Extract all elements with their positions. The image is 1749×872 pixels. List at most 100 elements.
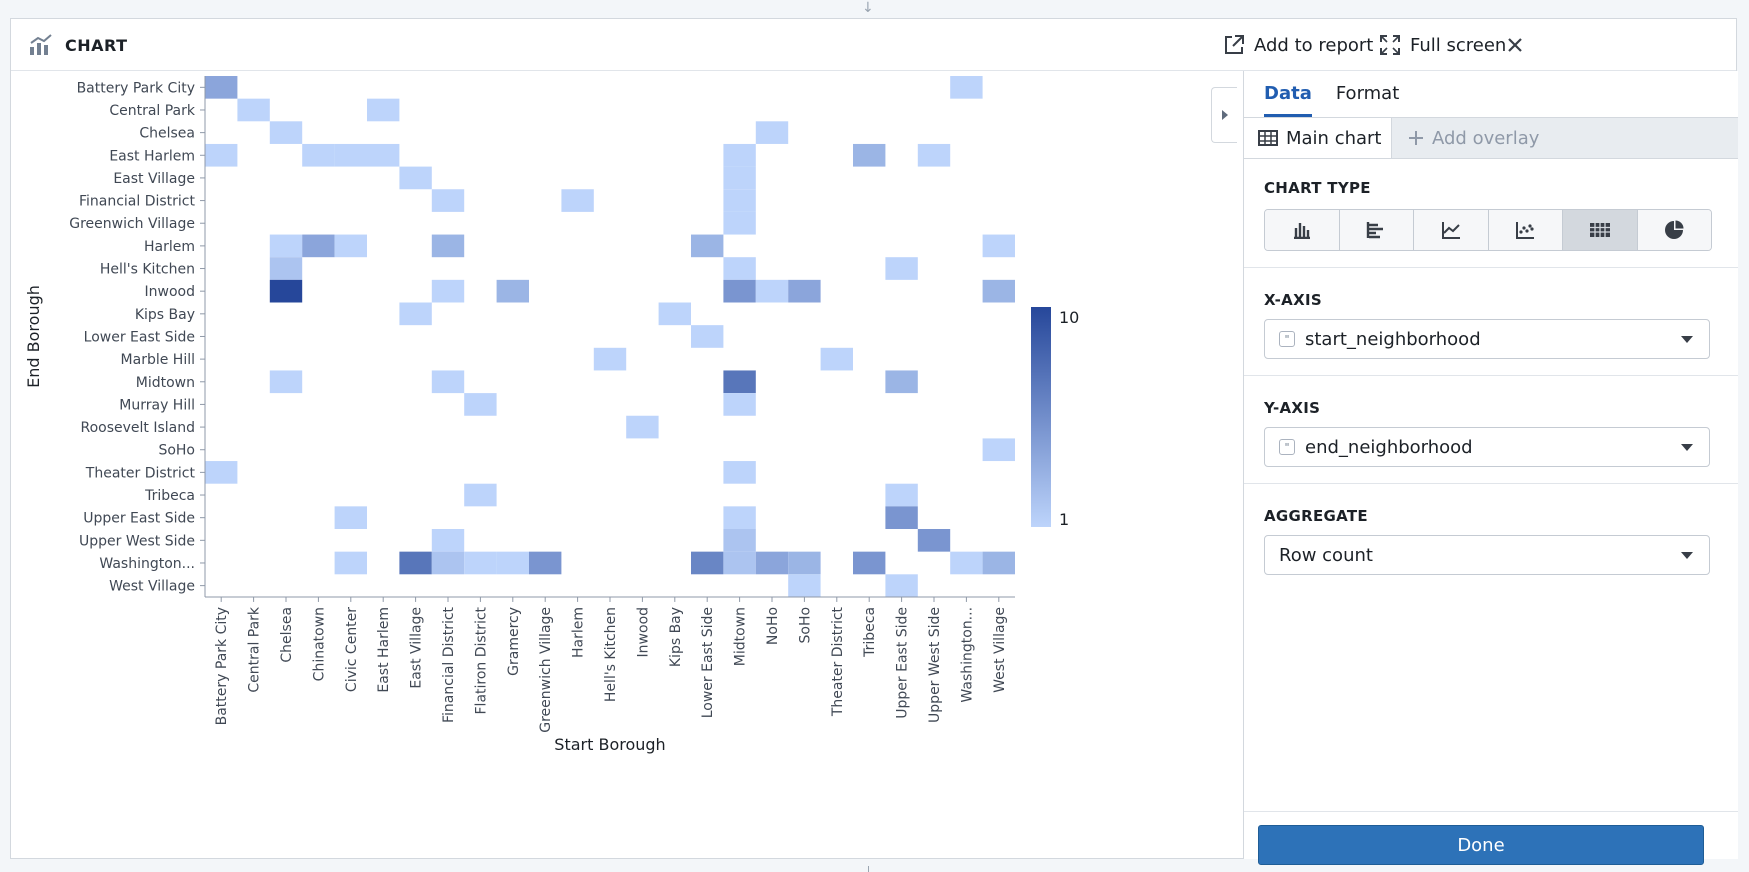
horizontal-bar-option[interactable] (1339, 210, 1414, 250)
heatmap-cell[interactable] (723, 143, 756, 167)
heatmap-cell[interactable] (334, 234, 367, 258)
heatmap-cell[interactable] (917, 143, 951, 167)
heatmap-cell[interactable] (367, 143, 400, 167)
heatmap-cell[interactable] (691, 551, 724, 575)
heatmap-cell[interactable] (723, 211, 756, 235)
heatmap-cell[interactable] (334, 143, 367, 167)
heatmap-cell[interactable] (885, 574, 918, 597)
heatmap-cell[interactable] (723, 166, 756, 190)
heatmap-cell[interactable] (788, 551, 821, 575)
close-icon[interactable] (1506, 36, 1524, 54)
heatmap-cell[interactable] (269, 370, 303, 394)
heatmap-cell[interactable] (691, 234, 724, 258)
heatmap-cell[interactable] (269, 121, 303, 144)
heatmap-cell[interactable] (205, 461, 238, 484)
heatmap-cell[interactable] (982, 234, 1015, 258)
heatmap-cell[interactable] (982, 279, 1015, 303)
heatmap-cell[interactable] (464, 551, 497, 575)
heatmap-cell[interactable] (723, 257, 756, 280)
heatmap-cell[interactable] (917, 529, 951, 552)
heatmap-cell[interactable] (723, 370, 756, 394)
tab-data[interactable]: Data (1264, 71, 1312, 117)
heatmap-cell[interactable] (399, 166, 432, 190)
heatmap-cell[interactable] (269, 234, 303, 258)
heatmap-cell[interactable] (723, 189, 756, 212)
panel-header: CHART Add to report Full screen (11, 19, 1736, 71)
heatmap-chart[interactable]: Battery Park City Central Park Chelsea East… (11, 71, 1237, 860)
heatmap-cell[interactable] (269, 257, 303, 280)
y-tick-label: East Village (113, 171, 195, 187)
heatmap-cell[interactable] (334, 551, 367, 575)
heatmap-cell[interactable] (885, 370, 918, 394)
main-chart-tab[interactable]: Main chart (1244, 118, 1392, 158)
heatmap-cell[interactable] (950, 551, 983, 575)
heatmap-cell[interactable] (205, 143, 238, 167)
x-tick-label: East Harlem (376, 607, 392, 693)
heatmap-cell[interactable] (431, 189, 465, 212)
heatmap-cell[interactable] (302, 143, 335, 167)
heatmap-cell[interactable] (820, 347, 853, 371)
heatmap-cell[interactable] (982, 551, 1015, 575)
heatmap-cell[interactable] (431, 234, 465, 258)
heatmap-cell[interactable] (237, 98, 270, 122)
heatmap-cell[interactable] (950, 76, 983, 99)
add-to-report-label: Add to report (1254, 34, 1374, 56)
heatmap-cell[interactable] (561, 189, 594, 212)
heatmap-cell[interactable] (691, 325, 724, 348)
y-axis-select[interactable]: " end_neighborhood (1264, 427, 1710, 467)
heatmap-cell[interactable] (885, 506, 918, 529)
scatter-option[interactable] (1488, 210, 1563, 250)
aggregate-select[interactable]: Row count (1264, 535, 1710, 575)
heatmap-cell[interactable] (723, 529, 756, 552)
add-to-report-button[interactable]: Add to report (1223, 29, 1373, 61)
heatmap-cell[interactable] (885, 257, 918, 280)
heatmap-cell[interactable] (334, 506, 367, 529)
heatmap-cell[interactable] (302, 234, 335, 258)
heatmap-cell[interactable] (399, 551, 432, 575)
heatmap-cell[interactable] (464, 483, 497, 507)
heatmap-cell[interactable] (755, 551, 789, 575)
done-button[interactable]: Done (1258, 825, 1704, 865)
collapse-sidebar-button[interactable] (1211, 87, 1237, 143)
full-screen-button[interactable]: Full screen (1379, 29, 1506, 61)
heatmap-cell[interactable] (723, 279, 756, 303)
heatmap-cell[interactable] (755, 121, 789, 144)
heatmap-cell[interactable] (755, 279, 789, 303)
heatmap-cell[interactable] (885, 483, 918, 507)
heatmap-cell[interactable] (496, 551, 529, 575)
heatmap-cell[interactable] (723, 461, 756, 484)
add-overlay-button[interactable]: Add overlay (1408, 118, 1539, 158)
tab-format[interactable]: Format (1335, 83, 1400, 104)
chart-layers-bar: Main chart Add overlay (1244, 117, 1738, 159)
heatmap-cell[interactable] (723, 506, 756, 529)
heatmap-cell[interactable] (496, 279, 529, 303)
heatmap-cell[interactable] (982, 438, 1015, 462)
heatmap-cell[interactable] (853, 551, 886, 575)
heatmap-cell[interactable] (788, 279, 821, 303)
heatmap-cell[interactable] (205, 76, 238, 99)
heatmap-cell[interactable] (367, 98, 400, 122)
heatmap-cell[interactable] (626, 415, 659, 439)
heatmap-cell[interactable] (529, 551, 562, 575)
heatmap-cell[interactable] (399, 302, 432, 326)
x-tick-label: Lower East Side (700, 607, 716, 718)
heatmap-cell[interactable] (723, 551, 756, 575)
heatmap-cell[interactable] (431, 279, 465, 303)
heatmap-option[interactable] (1563, 210, 1638, 250)
pie-chart-option[interactable] (1637, 210, 1711, 250)
heatmap-cell[interactable] (593, 347, 627, 371)
heatmap-cell[interactable] (788, 574, 821, 597)
chart-area: Battery Park City Central Park Chelsea East… (11, 71, 1237, 860)
heatmap-cell[interactable] (431, 370, 465, 394)
heatmap-cell[interactable] (269, 279, 303, 303)
heatmap-cell[interactable] (431, 529, 465, 552)
heatmap-cell[interactable] (658, 302, 691, 326)
bar-chart-option[interactable] (1265, 210, 1340, 250)
x-tick-label: Kips Bay (668, 607, 684, 667)
heatmap-cell[interactable] (431, 551, 465, 575)
line-chart-option[interactable] (1414, 210, 1489, 250)
x-axis-select[interactable]: " start_neighborhood (1264, 319, 1710, 359)
heatmap-cell[interactable] (464, 393, 497, 416)
heatmap-cell[interactable] (853, 143, 886, 167)
heatmap-cell[interactable] (723, 393, 756, 416)
